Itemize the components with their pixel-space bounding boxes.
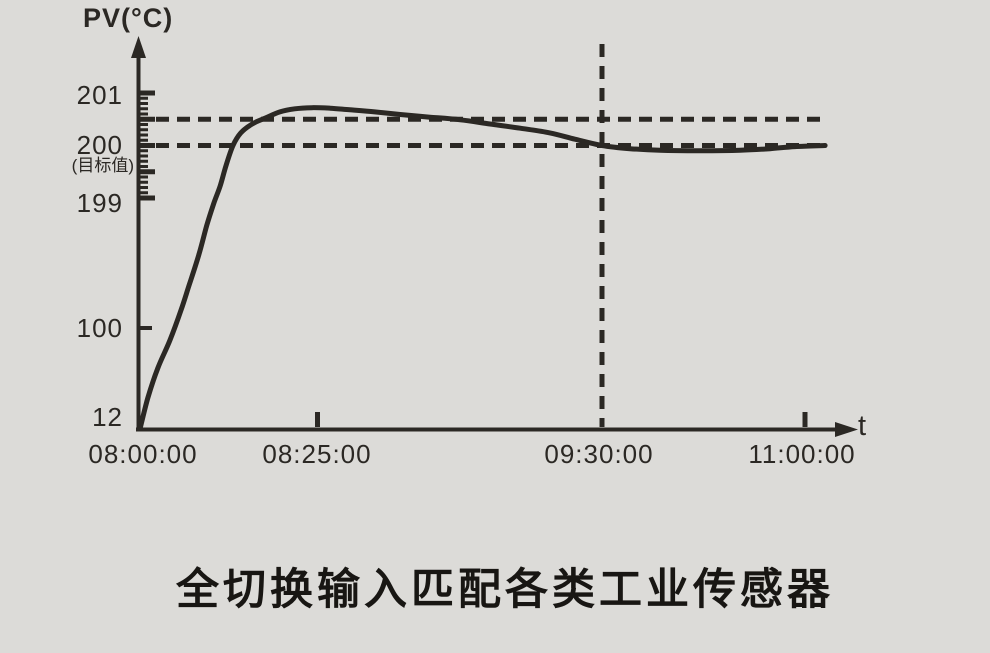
y-tick-label-200: 200 bbox=[76, 130, 123, 160]
x-tick-label-11-00-00: 11:00:00 bbox=[748, 439, 856, 469]
chart-canvas bbox=[131, 36, 858, 437]
y-axis-title: PV(°C) bbox=[83, 3, 174, 33]
x-axis-title: t bbox=[858, 410, 867, 442]
target-value-note: (目标值) bbox=[71, 156, 134, 175]
y-tick-label-201: 201 bbox=[76, 80, 123, 110]
x-tick-label-09-30-00: 09:30:00 bbox=[544, 439, 654, 469]
chart-caption: 全切换输入匹配各类工业传感器 bbox=[176, 566, 834, 614]
y-tick-label-199: 199 bbox=[76, 188, 123, 218]
x-tick-label-08-25-00: 08:25:00 bbox=[262, 439, 372, 469]
y-tick-label-100: 100 bbox=[76, 313, 123, 343]
x-tick-label-08-00-00: 08:00:00 bbox=[88, 439, 198, 469]
y-tick-label-12: 12 bbox=[92, 402, 123, 432]
